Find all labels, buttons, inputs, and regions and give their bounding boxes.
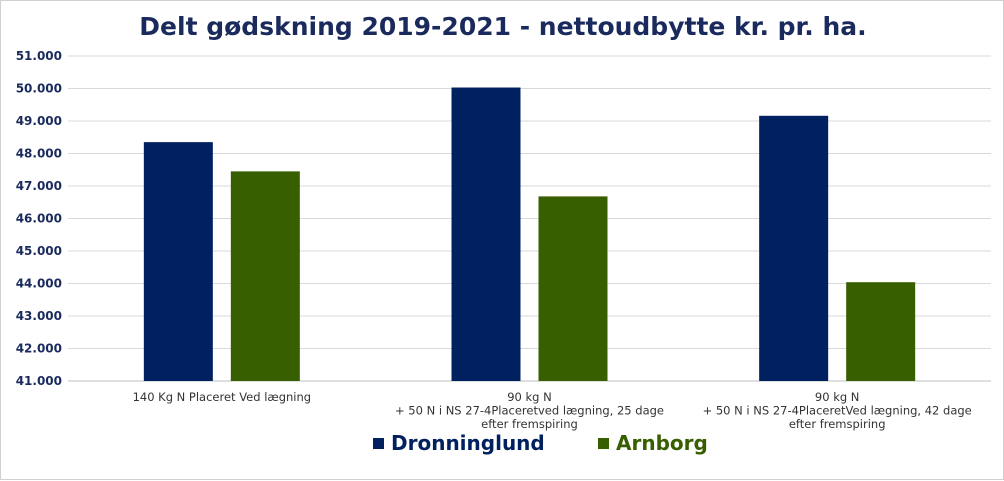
legend-label-dronninglund: Dronninglund [391, 431, 545, 455]
x-tick-label: efter fremspiring [789, 417, 886, 431]
y-tick-label: 47.000 [16, 179, 62, 193]
y-tick-label: 42.000 [16, 342, 62, 356]
bar-dronninglund-3 [759, 115, 829, 382]
x-tick-label: 140 Kg N Placeret Ved lægning [133, 390, 312, 404]
x-tick-label: + 50 N i NS 27-4PlaceretVed lægning, 42 … [703, 404, 972, 418]
bars [143, 87, 916, 382]
chart-title: Delt gødskning 2019-2021 - nettoudbytte … [139, 12, 866, 41]
x-tick-label: + 50 N i NS 27-4Placeretved lægning, 25 … [395, 404, 664, 418]
y-tick-label: 50.000 [16, 82, 62, 96]
gridlines [68, 55, 991, 382]
x-axis-labels: 140 Kg N Placeret Ved lægning 90 kg N+ 50… [133, 390, 972, 431]
bar-dronninglund-1 [143, 142, 213, 381]
y-tick-label: 48.000 [16, 147, 62, 161]
bar-dronninglund-2 [451, 87, 521, 382]
legend: Dronninglund Arnborg [373, 431, 708, 455]
legend-swatch-dronninglund [373, 438, 384, 449]
y-axis-ticks: 41.000 42.000 43.000 44.000 45.000 46.000 47.0… [16, 49, 62, 388]
y-tick-label: 43.000 [16, 309, 62, 323]
x-tick-label: efter fremspiring [481, 417, 578, 431]
y-tick-label: 44.000 [16, 277, 62, 291]
legend-label-arnborg: Arnborg [616, 431, 708, 455]
bar-arnborg-2 [538, 196, 608, 381]
y-tick-label: 49.000 [16, 114, 62, 128]
y-tick-label: 45.000 [16, 244, 62, 258]
x-tick-label: 90 kg N [815, 390, 860, 404]
y-tick-label: 41.000 [16, 374, 62, 388]
x-tick-label: 90 kg N [507, 390, 552, 404]
legend-swatch-arnborg [598, 438, 609, 449]
bar-arnborg-3 [846, 282, 916, 381]
y-tick-label: 46.000 [16, 212, 62, 226]
bar-arnborg-1 [230, 171, 300, 381]
y-tick-label: 51.000 [16, 49, 62, 63]
